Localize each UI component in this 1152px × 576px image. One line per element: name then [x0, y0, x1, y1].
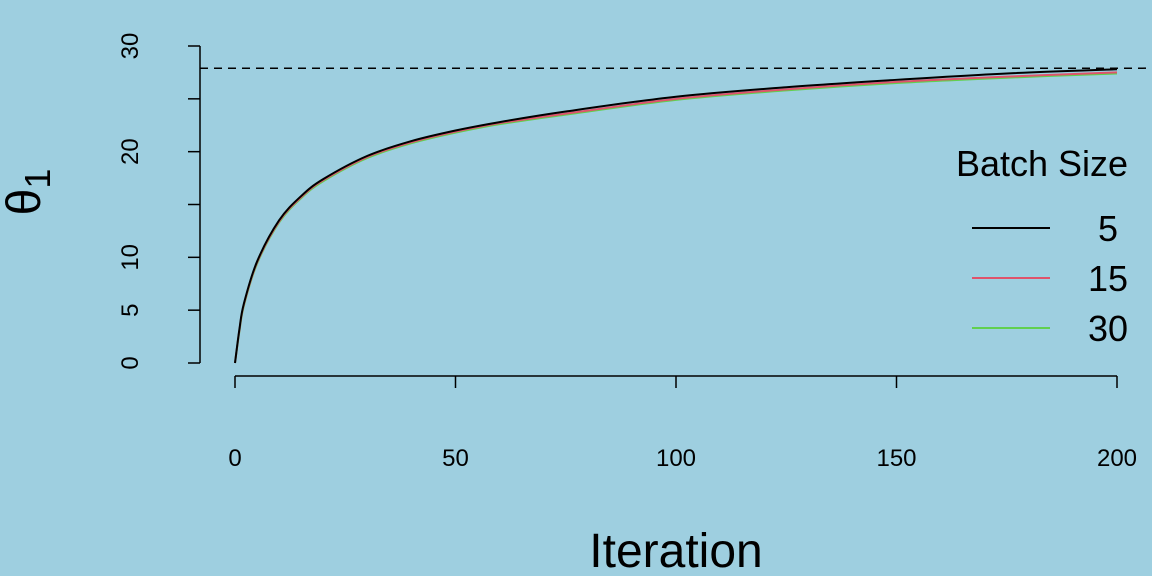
y-axis-title: θ1: [0, 169, 58, 216]
legend-title: Batch Size: [956, 143, 1128, 184]
y-tick-label: 10: [117, 244, 144, 271]
axes: 0 50 100 150 200 0 5 10 20 30: [117, 33, 1137, 472]
legend-label-5: 5: [1098, 208, 1118, 249]
x-tick-label: 50: [442, 445, 469, 472]
y-axis-title-subscript: 1: [17, 169, 58, 189]
y-axis-title-symbol: θ: [0, 189, 51, 216]
svg-text:θ1: θ1: [0, 169, 58, 216]
y-tick-label: 30: [117, 33, 144, 60]
x-tick-label: 0: [228, 445, 241, 472]
x-tick-label: 100: [656, 445, 696, 472]
legend-label-15: 15: [1088, 258, 1128, 299]
series-line-5: [234, 68, 1118, 364]
x-tick-label: 150: [876, 445, 916, 472]
legend: Batch Size 5 15 30: [956, 143, 1128, 349]
x-tick-label: 200: [1097, 445, 1137, 472]
x-axis-title: Iteration: [589, 525, 762, 576]
legend-label-30: 30: [1088, 308, 1128, 349]
y-tick-label: 20: [117, 138, 144, 165]
y-tick-label: 5: [117, 303, 144, 316]
y-tick-label: 0: [117, 356, 144, 369]
series-lines: [234, 68, 1118, 364]
legend-entries: 5 15 30: [972, 208, 1128, 349]
